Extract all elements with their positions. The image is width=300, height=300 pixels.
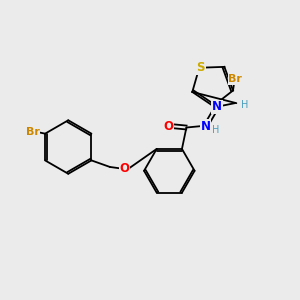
Text: N: N [212,100,222,113]
Text: Br: Br [26,127,40,137]
Text: H: H [241,100,248,110]
Text: H: H [212,125,220,136]
Text: O: O [164,119,174,133]
Text: Br: Br [228,74,242,84]
Text: O: O [120,162,130,175]
Text: S: S [196,61,205,74]
Text: N: N [201,119,211,133]
